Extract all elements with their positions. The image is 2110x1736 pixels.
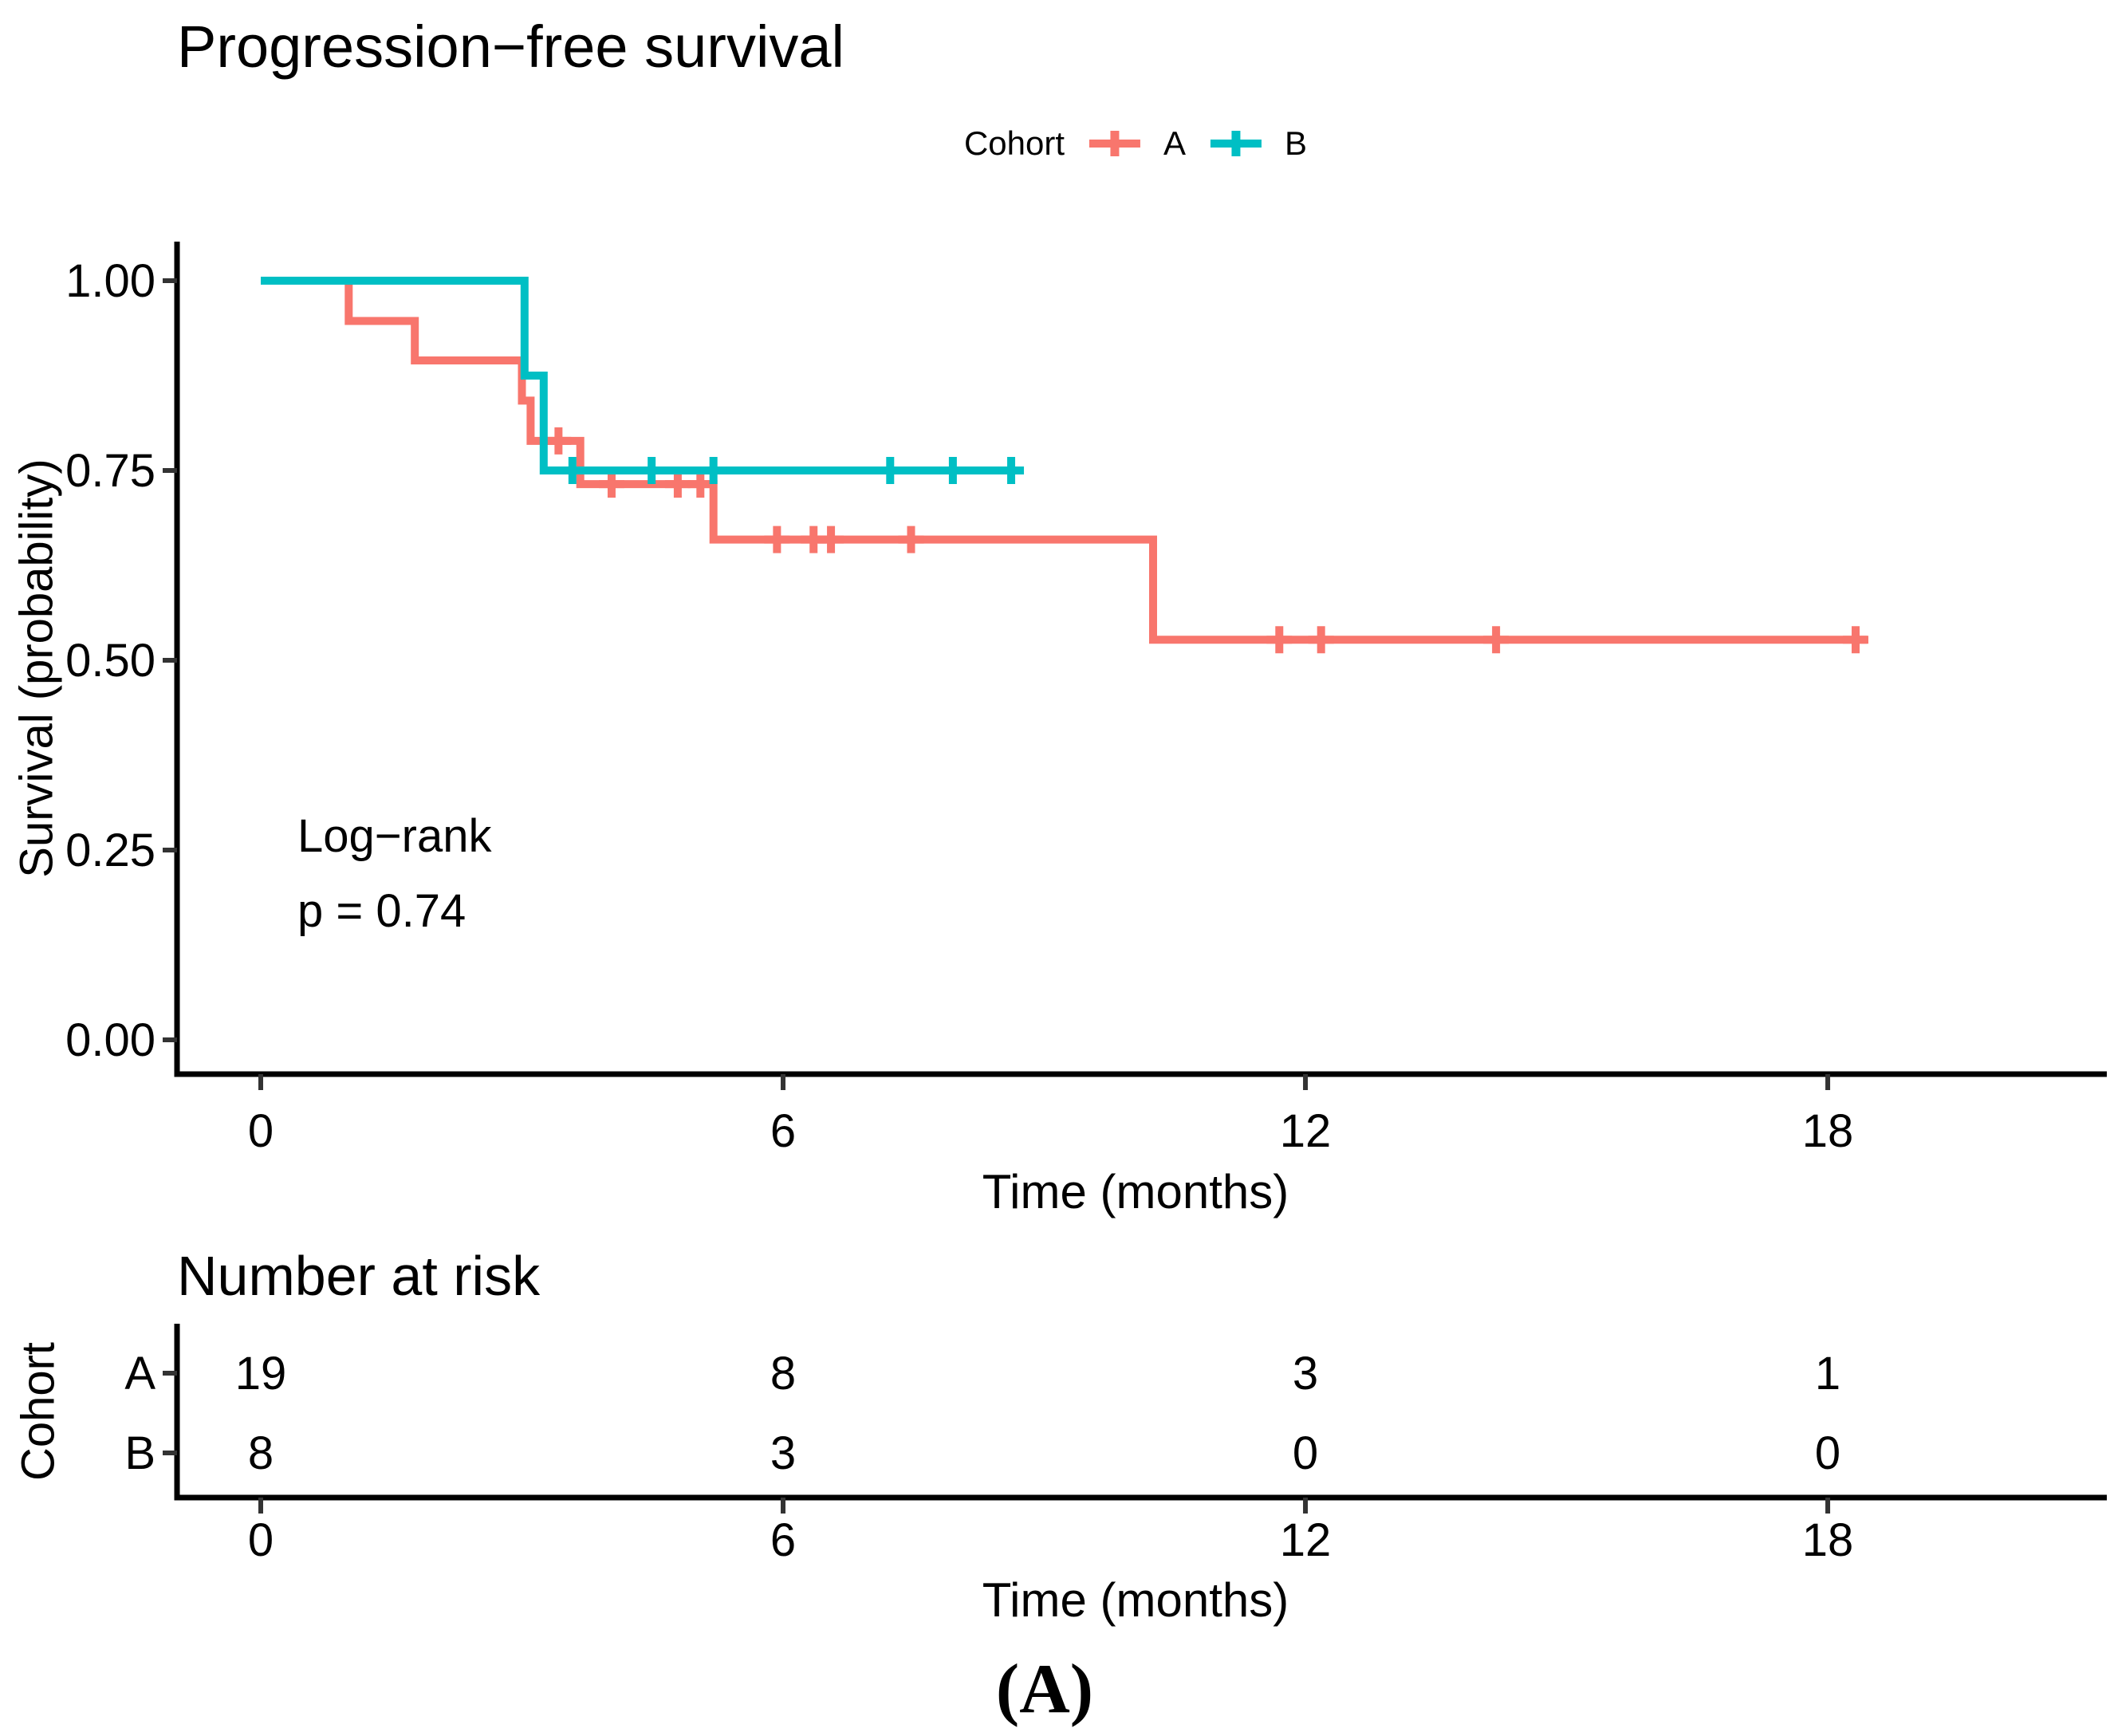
risk-table-y-label: Cohort — [12, 1341, 65, 1482]
risk-count: 8 — [248, 1427, 274, 1479]
plot-title: Progression−free survival — [177, 14, 844, 80]
km-curve-B — [261, 277, 1023, 474]
main-x-tick-label: 12 — [1280, 1105, 1332, 1157]
main-x-tick-label: 6 — [770, 1105, 796, 1157]
legend: Cohort A B — [964, 124, 1307, 163]
risk-x-tick-label: 0 — [248, 1514, 274, 1566]
risk-table-title: Number at risk — [177, 1245, 541, 1307]
main-y-tick-label: 0.50 — [65, 635, 155, 687]
risk-row-label-A: A — [124, 1348, 155, 1399]
main-x-tick-label: 0 — [248, 1105, 274, 1157]
legend-key-b-icon — [1210, 131, 1262, 156]
main-y-tick-label: 0.25 — [65, 825, 155, 876]
main-y-tick-label: 0.75 — [65, 445, 155, 497]
legend-key-a-icon — [1089, 131, 1141, 156]
risk-row-label-B: B — [124, 1427, 155, 1479]
legend-item-a: A — [1088, 124, 1186, 163]
logrank-p-value: p = 0.74 — [297, 885, 466, 937]
risk-count: 0 — [1815, 1427, 1840, 1479]
figure-caption: (A) — [995, 1651, 1094, 1728]
main-y-tick-label: 1.00 — [65, 255, 155, 307]
logrank-annotation: Log−rank p = 0.74 — [297, 799, 491, 949]
risk-count: 1 — [1815, 1348, 1840, 1399]
risk-count: 3 — [770, 1427, 796, 1479]
main-y-tick-label: 0.00 — [65, 1014, 155, 1066]
legend-label-a: A — [1163, 124, 1187, 162]
y-axis-label: Survival (probability) — [10, 459, 63, 878]
km-curve-A — [261, 277, 1868, 644]
risk-count: 8 — [770, 1348, 796, 1399]
logrank-test-label: Log−rank — [297, 810, 492, 862]
x-axis-label-risk: Time (months) — [982, 1573, 1289, 1627]
legend-label-b: B — [1285, 124, 1308, 162]
risk-x-tick-label: 18 — [1802, 1514, 1854, 1566]
legend-title: Cohort — [963, 124, 1065, 162]
x-axis-label-main: Time (months) — [982, 1165, 1289, 1218]
risk-x-tick-label: 12 — [1280, 1514, 1332, 1566]
risk-x-tick-label: 6 — [770, 1514, 796, 1566]
main-x-tick-label: 18 — [1802, 1105, 1854, 1157]
risk-count: 0 — [1293, 1427, 1318, 1479]
legend-item-b: B — [1210, 124, 1307, 163]
risk-count: 3 — [1293, 1348, 1318, 1399]
risk-count: 19 — [235, 1348, 287, 1399]
